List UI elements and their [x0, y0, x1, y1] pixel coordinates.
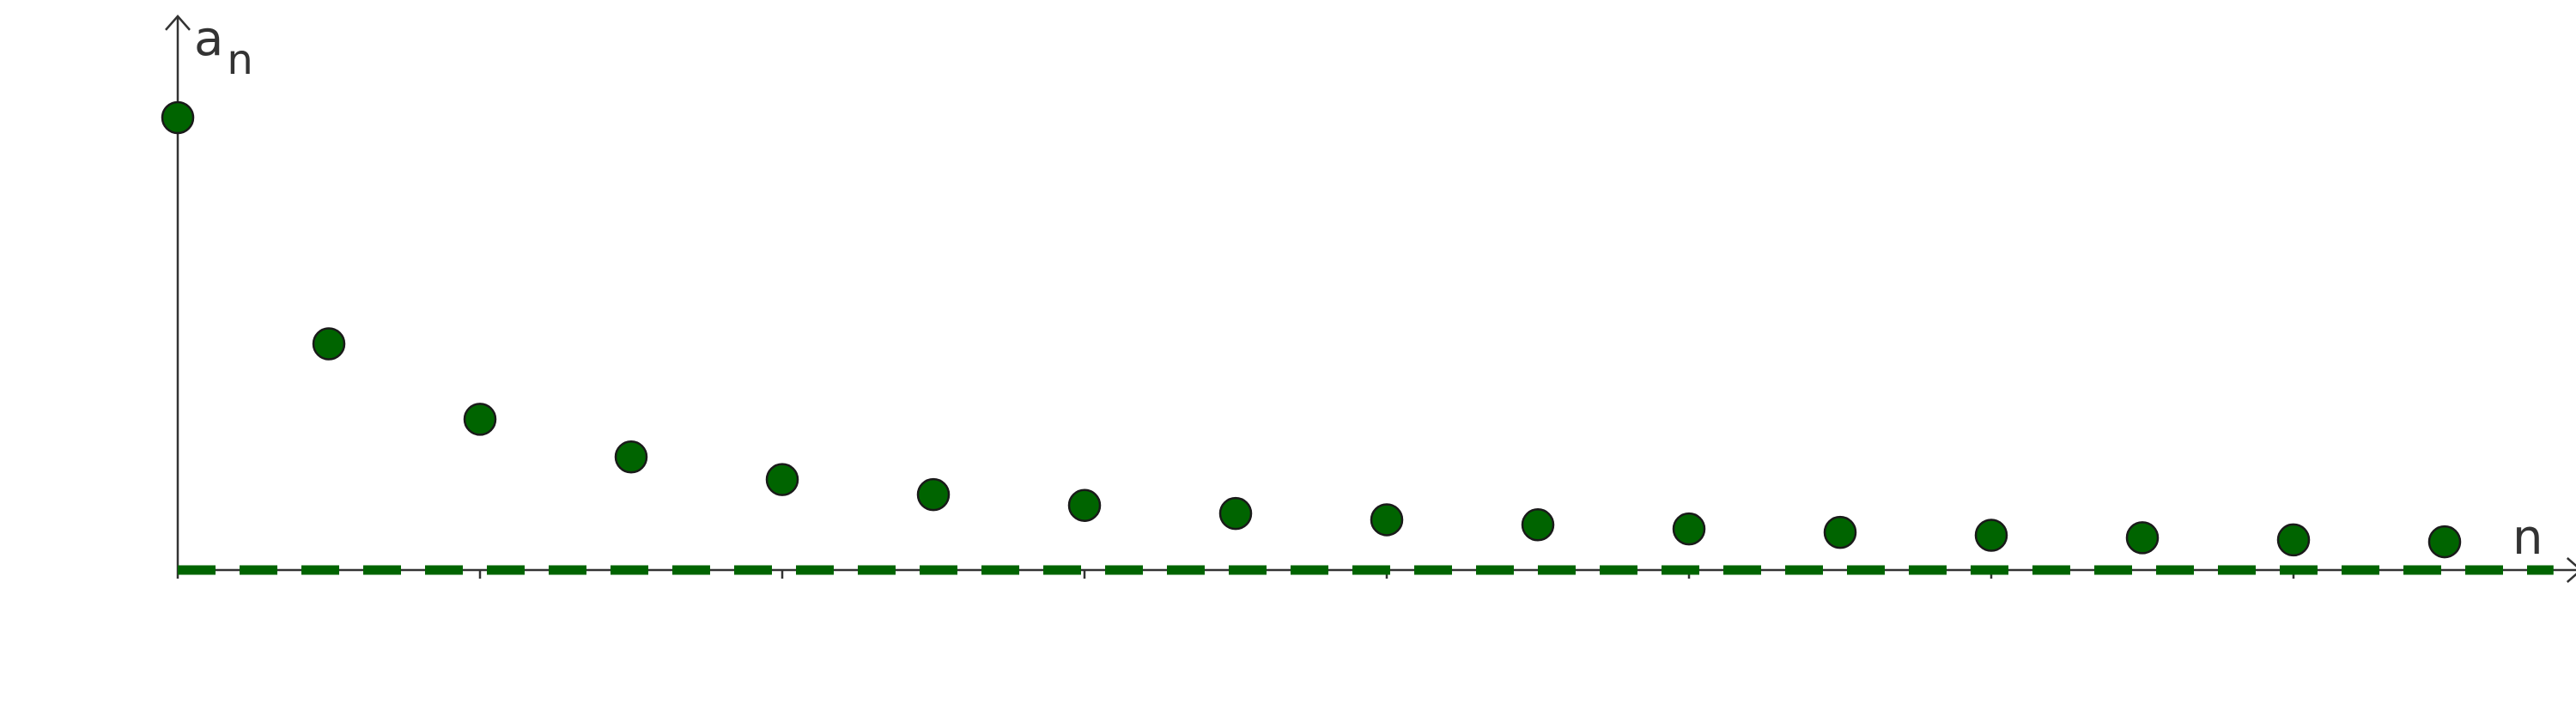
data-point [1521, 508, 1555, 542]
data-point [916, 477, 951, 512]
y-axis-label-subscript: n [227, 36, 252, 84]
data-point [1067, 488, 1102, 522]
data-point [1218, 496, 1253, 531]
y-axis-label-main: a [194, 11, 223, 67]
data-point [1370, 503, 1404, 537]
data-point [161, 100, 195, 135]
x-axis-arrow [2566, 557, 2576, 583]
data-point [2125, 521, 2160, 555]
y-axis-label: an [194, 11, 253, 84]
data-point [614, 440, 648, 474]
data-point [1672, 512, 1706, 546]
data-point [2427, 525, 2462, 559]
data-point [463, 403, 497, 436]
axes [165, 14, 2576, 583]
axis-labels: an n [194, 11, 2543, 566]
data-point [1823, 515, 1857, 549]
data-point [2276, 523, 2311, 557]
data-point [765, 463, 799, 496]
data-point [312, 327, 346, 361]
data-points [161, 100, 2462, 559]
y-axis-arrow [165, 14, 191, 31]
x-axis-label: n [2512, 510, 2543, 566]
data-point [1974, 519, 2008, 552]
